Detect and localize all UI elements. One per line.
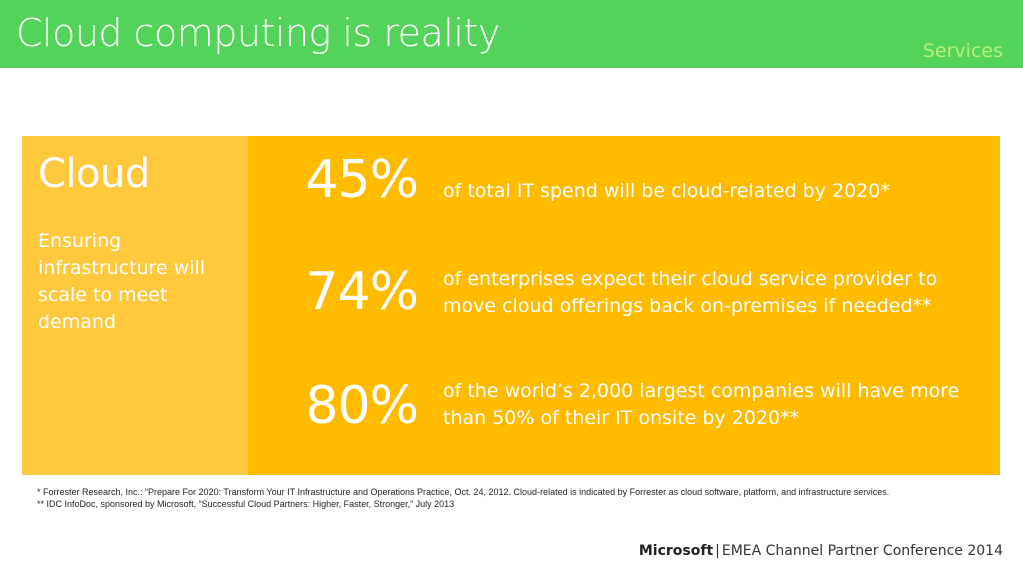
microsoft-brand: Microsoft — [638, 543, 714, 559]
section-label: Services — [922, 40, 1003, 62]
stat-value: 74% — [305, 262, 419, 322]
slide-title: Cloud computing is reality — [16, 11, 500, 55]
cloud-card: Cloud Ensuring infrastructure will scale… — [22, 136, 248, 475]
stat-description: of the world’s 2,000 largest companies w… — [443, 380, 960, 429]
stat-description: of total IT spend will be cloud-related … — [443, 180, 890, 202]
cloud-card-description: Ensuring infrastructure will scale to me… — [38, 230, 206, 333]
footnote-1: * Forrester Research, Inc.: “Prepare For… — [37, 487, 890, 497]
event-name: EMEA Channel Partner Conference 2014 — [721, 543, 1003, 559]
stat-description: of enterprises expect their cloud servic… — [443, 268, 938, 317]
footnotes: * Forrester Research, Inc.: “Prepare For… — [37, 486, 997, 510]
footer-separator: | — [715, 543, 720, 559]
footer: Microsoft | EMEA Channel Partner Conferenc… — [639, 541, 1003, 561]
stat-value: 80% — [305, 376, 419, 436]
cloud-card-title: Cloud — [38, 151, 150, 197]
footnote-2: ** IDC InfoDoc, sponsored by Microsoft, … — [37, 499, 455, 509]
stat-value: 45% — [305, 150, 419, 210]
header-bar: Cloud computing is reality Services — [0, 0, 1023, 68]
